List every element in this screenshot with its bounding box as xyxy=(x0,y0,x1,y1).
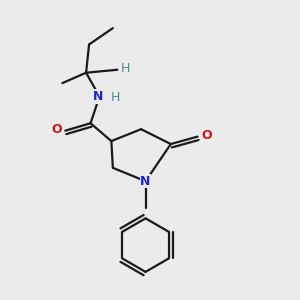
Text: H: H xyxy=(121,62,130,75)
Text: O: O xyxy=(201,129,212,142)
Text: N: N xyxy=(140,175,151,188)
Text: N: N xyxy=(93,90,103,103)
Text: O: O xyxy=(51,123,62,136)
Text: H: H xyxy=(111,91,121,103)
